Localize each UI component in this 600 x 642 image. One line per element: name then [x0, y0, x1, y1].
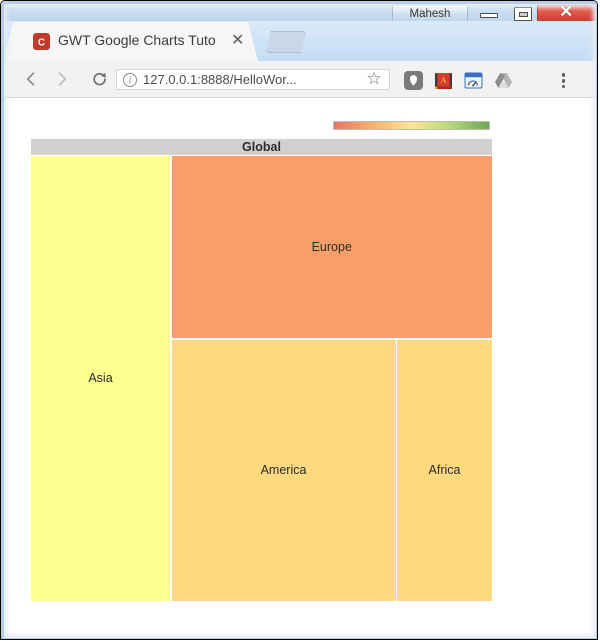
svg-text:C: C [38, 38, 45, 49]
svg-text:A: A [440, 75, 447, 85]
